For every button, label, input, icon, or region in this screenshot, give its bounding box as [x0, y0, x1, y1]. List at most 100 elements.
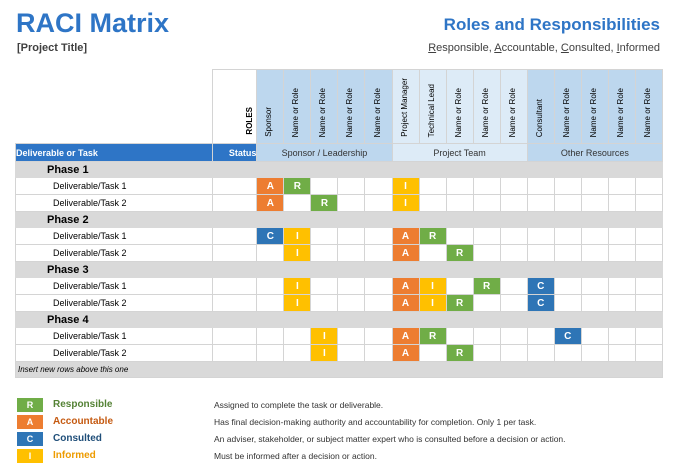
- role-header[interactable]: Project Manager: [391, 69, 420, 144]
- raci-cell[interactable]: [472, 294, 501, 312]
- status-cell[interactable]: [212, 327, 258, 345]
- role-header[interactable]: Name or Role: [472, 69, 501, 144]
- task-name-cell[interactable]: Deliverable/Task 2: [14, 244, 214, 262]
- raci-cell[interactable]: [256, 344, 285, 362]
- raci-cell[interactable]: [607, 244, 636, 262]
- raci-cell[interactable]: [634, 177, 664, 195]
- raci-cell[interactable]: [526, 344, 555, 362]
- raci-cell[interactable]: [364, 327, 393, 345]
- raci-cell[interactable]: [553, 294, 582, 312]
- raci-cell[interactable]: [499, 344, 528, 362]
- status-cell[interactable]: [212, 227, 258, 245]
- raci-cell[interactable]: [445, 227, 474, 245]
- raci-cell[interactable]: [580, 194, 609, 212]
- raci-cell[interactable]: [634, 327, 664, 345]
- raci-cell[interactable]: [526, 327, 555, 345]
- task-name-cell[interactable]: Deliverable/Task 1: [14, 327, 214, 345]
- raci-cell[interactable]: [472, 327, 501, 345]
- raci-cell[interactable]: I: [283, 227, 312, 245]
- task-name-cell[interactable]: Deliverable/Task 1: [14, 177, 214, 195]
- raci-cell[interactable]: [364, 277, 393, 295]
- raci-cell[interactable]: [499, 194, 528, 212]
- raci-cell[interactable]: [634, 227, 664, 245]
- raci-cell[interactable]: [337, 227, 366, 245]
- role-header[interactable]: Technical Lead: [418, 69, 447, 144]
- raci-cell[interactable]: [283, 194, 312, 212]
- raci-cell[interactable]: [337, 327, 366, 345]
- raci-cell[interactable]: [310, 177, 339, 195]
- raci-cell[interactable]: I: [418, 294, 447, 312]
- raci-cell[interactable]: [337, 277, 366, 295]
- raci-cell[interactable]: [256, 277, 285, 295]
- role-header[interactable]: Name or Role: [445, 69, 474, 144]
- raci-cell[interactable]: [337, 344, 366, 362]
- raci-cell[interactable]: [283, 327, 312, 345]
- raci-cell[interactable]: [607, 194, 636, 212]
- raci-cell[interactable]: [418, 244, 447, 262]
- raci-cell[interactable]: [364, 344, 393, 362]
- raci-cell[interactable]: [364, 194, 393, 212]
- raci-cell[interactable]: I: [283, 294, 312, 312]
- raci-cell[interactable]: I: [391, 194, 420, 212]
- raci-cell[interactable]: R: [418, 327, 447, 345]
- raci-cell[interactable]: [607, 227, 636, 245]
- status-cell[interactable]: [212, 177, 258, 195]
- raci-cell[interactable]: [526, 177, 555, 195]
- role-header[interactable]: Name or Role: [553, 69, 582, 144]
- raci-cell[interactable]: [310, 227, 339, 245]
- raci-cell[interactable]: C: [526, 277, 555, 295]
- raci-cell[interactable]: I: [418, 277, 447, 295]
- raci-cell[interactable]: [580, 177, 609, 195]
- raci-cell[interactable]: I: [310, 327, 339, 345]
- role-header[interactable]: Name or Role: [634, 69, 664, 144]
- role-header[interactable]: Name or Role: [364, 69, 393, 144]
- raci-cell[interactable]: [580, 277, 609, 295]
- raci-cell[interactable]: [337, 194, 366, 212]
- raci-cell[interactable]: R: [472, 277, 501, 295]
- raci-cell[interactable]: [472, 227, 501, 245]
- raci-cell[interactable]: [607, 327, 636, 345]
- status-cell[interactable]: [212, 277, 258, 295]
- task-name-cell[interactable]: Deliverable/Task 2: [14, 294, 214, 312]
- raci-cell[interactable]: [634, 344, 664, 362]
- project-title[interactable]: [Project Title]: [17, 42, 88, 54]
- raci-cell[interactable]: [526, 194, 555, 212]
- task-name-cell[interactable]: Deliverable/Task 1: [14, 227, 214, 245]
- raci-cell[interactable]: [499, 244, 528, 262]
- raci-cell[interactable]: C: [256, 227, 285, 245]
- raci-cell[interactable]: [580, 294, 609, 312]
- raci-cell[interactable]: [553, 227, 582, 245]
- raci-cell[interactable]: R: [445, 294, 474, 312]
- raci-cell[interactable]: A: [256, 194, 285, 212]
- raci-cell[interactable]: [499, 294, 528, 312]
- raci-cell[interactable]: I: [310, 344, 339, 362]
- raci-cell[interactable]: [256, 327, 285, 345]
- raci-cell[interactable]: I: [283, 277, 312, 295]
- raci-cell[interactable]: R: [445, 344, 474, 362]
- raci-cell[interactable]: A: [256, 177, 285, 195]
- task-name-cell[interactable]: Deliverable/Task 2: [14, 194, 214, 212]
- role-header[interactable]: Name or Role: [499, 69, 528, 144]
- raci-cell[interactable]: A: [391, 277, 420, 295]
- raci-cell[interactable]: [445, 277, 474, 295]
- raci-cell[interactable]: [418, 344, 447, 362]
- raci-cell[interactable]: [418, 177, 447, 195]
- raci-cell[interactable]: [499, 277, 528, 295]
- raci-cell[interactable]: [337, 294, 366, 312]
- raci-cell[interactable]: A: [391, 227, 420, 245]
- raci-cell[interactable]: [526, 244, 555, 262]
- raci-cell[interactable]: [418, 194, 447, 212]
- raci-cell[interactable]: [580, 227, 609, 245]
- raci-cell[interactable]: [553, 344, 582, 362]
- raci-cell[interactable]: A: [391, 344, 420, 362]
- raci-cell[interactable]: A: [391, 327, 420, 345]
- raci-cell[interactable]: [364, 227, 393, 245]
- raci-cell[interactable]: [580, 244, 609, 262]
- raci-cell[interactable]: [607, 277, 636, 295]
- raci-cell[interactable]: [499, 327, 528, 345]
- task-name-cell[interactable]: Deliverable/Task 2: [14, 344, 214, 362]
- raci-cell[interactable]: C: [553, 327, 582, 345]
- raci-cell[interactable]: [526, 227, 555, 245]
- raci-cell[interactable]: [256, 294, 285, 312]
- raci-cell[interactable]: [607, 294, 636, 312]
